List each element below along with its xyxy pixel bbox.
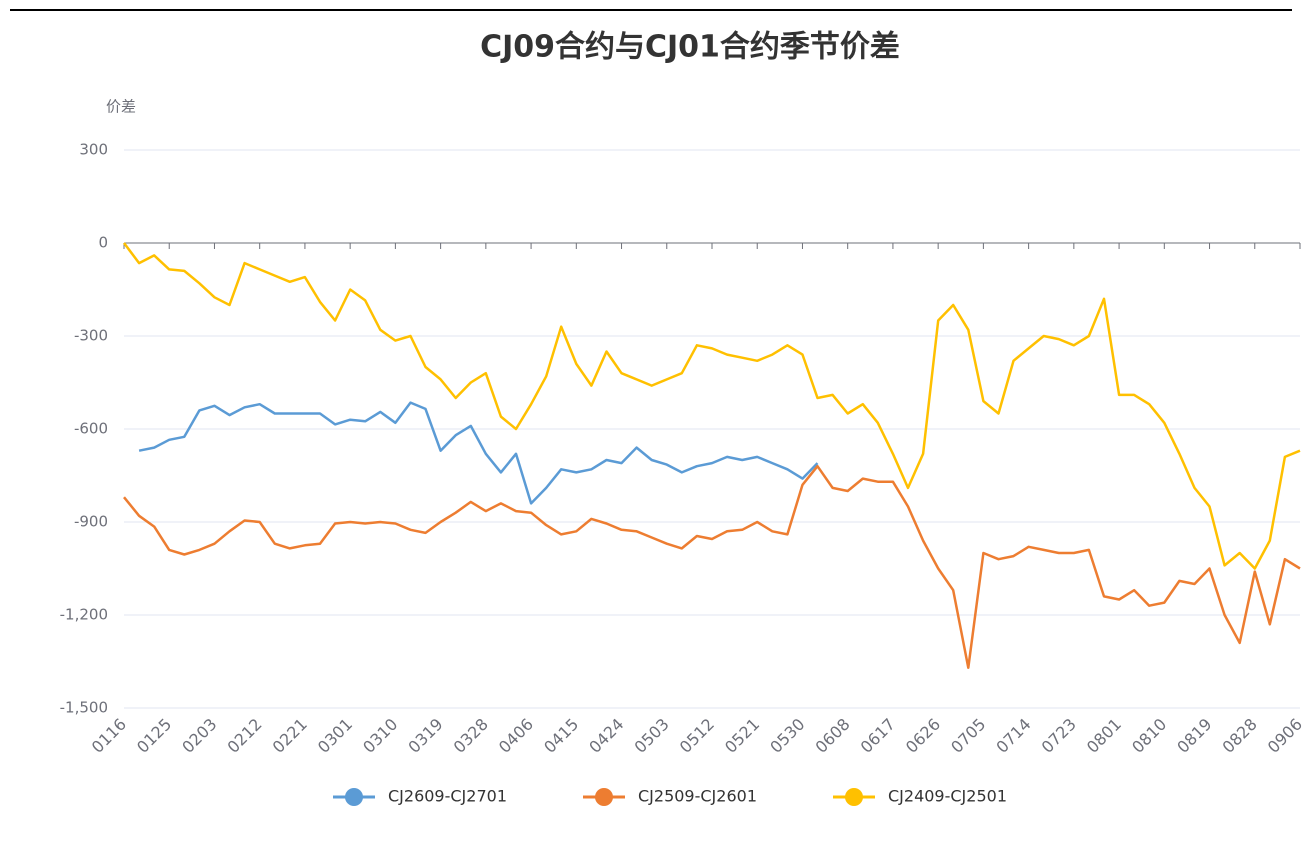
x-tick-label: 0705 <box>947 715 989 757</box>
y-tick-label: -300 <box>74 327 108 345</box>
x-tick-label: 0328 <box>450 715 492 757</box>
x-tick-label: 0310 <box>359 715 401 757</box>
x-tick-label: 0617 <box>857 715 899 757</box>
chart-title: CJ09合约与CJ01合约季节价差 <box>480 30 900 65</box>
x-tick-label: 0521 <box>721 715 763 757</box>
x-tick-label: 0203 <box>178 715 220 757</box>
x-tick-label: 0512 <box>676 715 718 757</box>
y-tick-label: -900 <box>74 513 108 531</box>
x-tick-label: 0424 <box>585 715 627 757</box>
x-tick-label: 0714 <box>992 715 1034 757</box>
x-tick-label: 0125 <box>133 715 175 757</box>
x-tick-label: 0723 <box>1038 715 1080 757</box>
x-tick-label: 0608 <box>811 715 853 757</box>
series-line <box>123 464 1301 669</box>
x-tick-label: 0319 <box>404 715 446 757</box>
legend-marker <box>595 788 613 806</box>
x-tick-label: 0828 <box>1219 715 1261 757</box>
x-tick-label: 0116 <box>88 715 130 757</box>
x-tick-label: 0626 <box>902 715 944 757</box>
y-tick-label: 0 <box>98 234 108 252</box>
legend-marker <box>345 788 363 806</box>
y-tick-label: 300 <box>79 141 108 159</box>
legend-item[interactable]: CJ2609-CJ2701 <box>333 787 507 807</box>
x-tick-label: 0810 <box>1128 715 1170 757</box>
legend-label: CJ2509-CJ2601 <box>638 787 757 806</box>
y-tick-label: -1,500 <box>60 699 108 717</box>
legend-label: CJ2409-CJ2501 <box>888 787 1007 806</box>
legend-item[interactable]: CJ2409-CJ2501 <box>833 787 1007 807</box>
x-tick-label: 0906 <box>1264 715 1302 757</box>
y-tick-label: -600 <box>74 420 108 438</box>
x-tick-label: 0221 <box>269 715 311 757</box>
x-tick-label: 0819 <box>1173 715 1215 757</box>
x-tick-label: 0301 <box>314 715 356 757</box>
x-tick-label: 0212 <box>223 715 265 757</box>
x-tick-label: 0415 <box>540 715 582 757</box>
legend-label: CJ2609-CJ2701 <box>388 787 507 806</box>
y-tick-label: -1,200 <box>60 606 108 624</box>
x-tick-label: 0503 <box>631 715 673 757</box>
x-tick-label: 0801 <box>1083 715 1125 757</box>
series-line <box>138 401 819 505</box>
x-tick-label: 0530 <box>766 715 808 757</box>
legend-item[interactable]: CJ2509-CJ2601 <box>583 787 757 807</box>
y-axis-label: 价差 <box>106 98 136 116</box>
legend-marker <box>845 788 863 806</box>
series-line <box>123 242 1301 570</box>
x-tick-label: 0406 <box>495 715 537 757</box>
